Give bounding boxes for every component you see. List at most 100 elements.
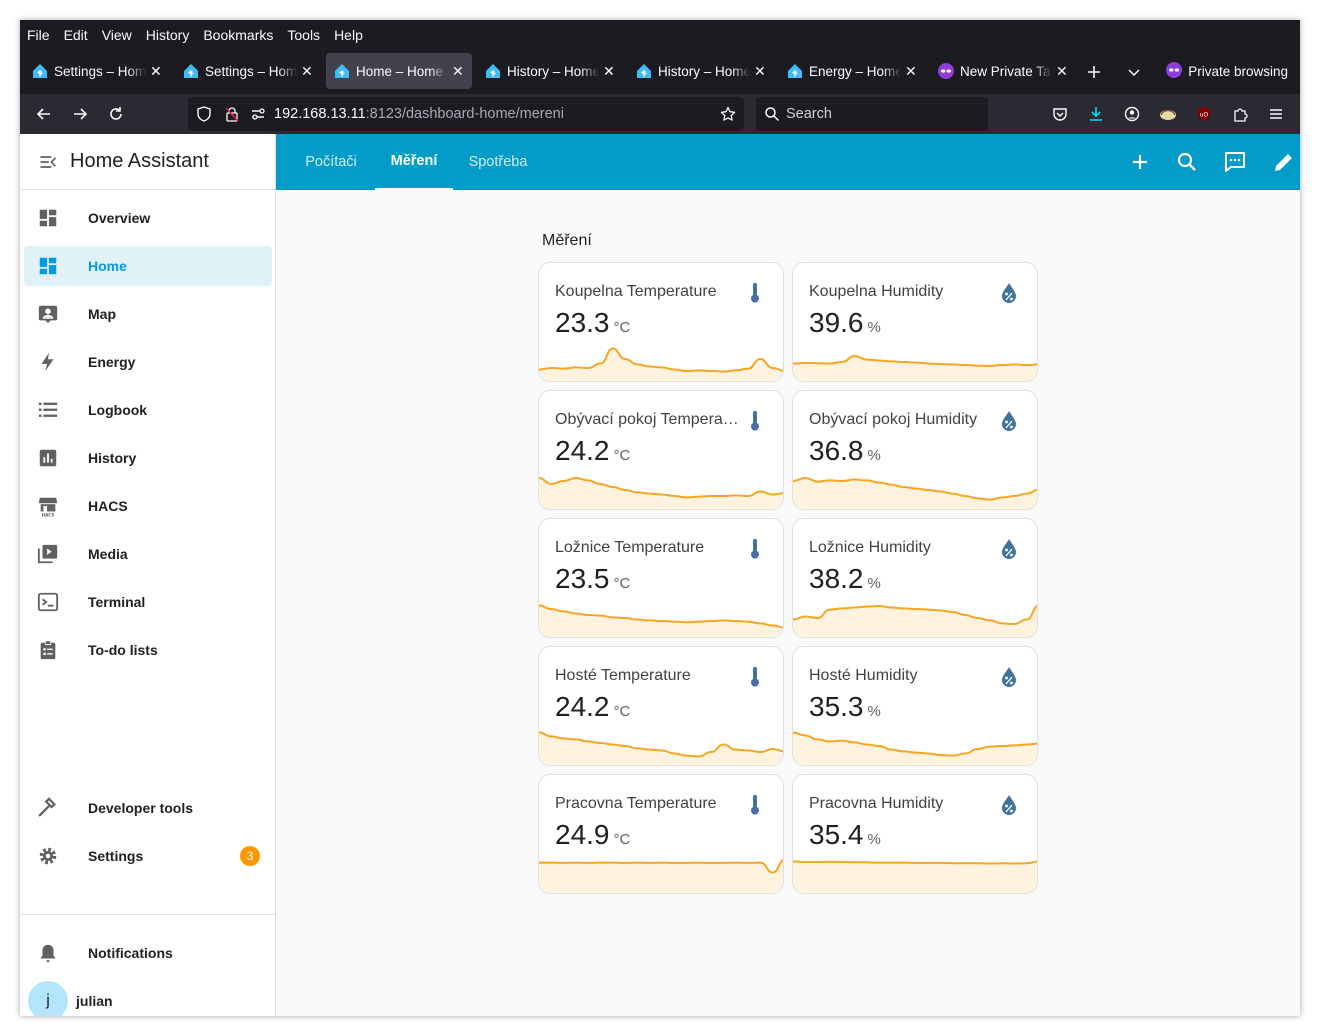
sensor-card-value: 38.2% bbox=[809, 563, 881, 595]
tab-list-chevron-down-icon[interactable] bbox=[1122, 60, 1146, 84]
sensor-history-graph bbox=[539, 604, 783, 637]
menu-tools[interactable]: Tools bbox=[287, 27, 321, 43]
sparkline-line bbox=[539, 604, 783, 629]
water-percent-icon bbox=[997, 793, 1021, 817]
url-path: :8123/dashboard-home/mereni bbox=[365, 106, 564, 122]
sparkline-line bbox=[539, 859, 783, 874]
menu-bookmarks[interactable]: Bookmarks bbox=[203, 27, 274, 43]
browser-tab[interactable]: Settings – Home Assistant✕ bbox=[24, 53, 170, 89]
menu-history[interactable]: History bbox=[145, 27, 190, 43]
close-icon[interactable]: ✕ bbox=[905, 62, 917, 79]
search-icon[interactable] bbox=[1175, 150, 1199, 174]
media-icon bbox=[36, 542, 60, 566]
sidebar-item-home[interactable]: Home bbox=[24, 246, 272, 286]
downloads-icon[interactable] bbox=[1084, 102, 1108, 126]
settings-badge: 3 bbox=[240, 846, 260, 866]
reload-icon[interactable] bbox=[104, 102, 128, 126]
sensor-card[interactable]: Obývací pokoj Humidity 36.8% bbox=[792, 390, 1038, 510]
sidebar-item-hacs[interactable]: HACS HACS bbox=[24, 486, 272, 526]
insecure-lock-icon[interactable] bbox=[224, 106, 240, 122]
bookmark-star-icon[interactable] bbox=[720, 106, 736, 122]
sensor-card[interactable]: Koupelna Temperature 23.3 °C bbox=[538, 262, 784, 382]
url-text[interactable]: 192.168.13.11:8123/dashboard-home/mereni bbox=[274, 106, 564, 122]
private-browsing-indicator: Private browsing bbox=[1166, 62, 1288, 81]
tab-title: History – Home Assistant bbox=[658, 63, 750, 79]
menu-collapse-icon[interactable] bbox=[36, 150, 60, 174]
pocket-icon[interactable] bbox=[1048, 102, 1072, 126]
browser-tab[interactable]: Energy – Home Assistant✕ bbox=[779, 53, 925, 89]
tab-spotreba[interactable]: Spotřeba bbox=[468, 154, 528, 170]
tab-mereni[interactable]: Měření bbox=[375, 134, 453, 190]
browser-tab[interactable]: History – Home Assistant✕ bbox=[628, 53, 774, 89]
search-bar[interactable]: Search bbox=[756, 97, 988, 131]
close-icon[interactable]: ✕ bbox=[150, 62, 162, 79]
sensor-value: 24.2 bbox=[555, 435, 610, 466]
extension-cookie-icon[interactable] bbox=[1156, 102, 1180, 126]
sensor-card[interactable]: Ložnice Temperature 23.5 °C bbox=[538, 518, 784, 638]
sensor-card[interactable]: Hosté Temperature 24.2 °C bbox=[538, 646, 784, 766]
close-icon[interactable]: ✕ bbox=[452, 62, 464, 79]
sidebar-item-settings[interactable]: Settings 3 bbox=[24, 836, 272, 876]
tab-pocitaci[interactable]: Počítači bbox=[305, 154, 357, 170]
close-icon[interactable]: ✕ bbox=[754, 62, 766, 79]
new-tab-icon[interactable] bbox=[1082, 60, 1106, 84]
sensor-card[interactable]: Pracovna Humidity 35.4% bbox=[792, 774, 1038, 894]
sensor-history-graph bbox=[539, 859, 783, 893]
pencil-edit-icon[interactable] bbox=[1272, 150, 1296, 174]
sensor-card[interactable]: Hosté Humidity 35.3% bbox=[792, 646, 1038, 766]
sensor-card-name: Hosté Temperature bbox=[555, 667, 691, 684]
hamburger-menu-icon[interactable] bbox=[1264, 102, 1288, 126]
close-icon[interactable]: ✕ bbox=[1056, 62, 1068, 79]
browser-tab[interactable]: New Private Tab ✕ bbox=[930, 53, 1076, 89]
menu-view[interactable]: View bbox=[101, 27, 132, 43]
sparkline-line bbox=[539, 476, 783, 499]
dashboard-toolbar: Počítači Měření Spotřeba bbox=[276, 134, 1300, 190]
sidebar-item-to-do-lists[interactable]: To-do lists bbox=[24, 630, 272, 670]
browser-tab[interactable]: History – Home Assistant✕ bbox=[477, 53, 623, 89]
add-icon[interactable] bbox=[1128, 150, 1152, 174]
shield-icon[interactable] bbox=[196, 106, 212, 122]
url-bar[interactable]: 192.168.13.11:8123/dashboard-home/mereni bbox=[188, 97, 744, 131]
list-icon bbox=[36, 398, 60, 422]
private-tab-icon bbox=[938, 63, 954, 79]
sidebar-title: Home Assistant bbox=[70, 150, 209, 172]
lightning-icon bbox=[36, 350, 60, 374]
sensor-card[interactable]: Ložnice Humidity 38.2% bbox=[792, 518, 1038, 638]
browser-tab[interactable]: Settings – Home Assistant✕ bbox=[175, 53, 321, 89]
sensor-value: 23.3 bbox=[555, 307, 610, 338]
browser-window: File Edit View History Bookmarks Tools H… bbox=[20, 20, 1300, 1016]
sidebar-item-user-profile[interactable]: j julian bbox=[24, 981, 272, 1016]
close-icon[interactable]: ✕ bbox=[603, 62, 615, 79]
sensor-value: 24.2 bbox=[555, 691, 610, 722]
sidebar-item-terminal[interactable]: Terminal bbox=[24, 582, 272, 622]
sensor-card[interactable]: Koupelna Humidity 39.6% bbox=[792, 262, 1038, 382]
sidebar-item-overview[interactable]: Overview bbox=[24, 198, 272, 238]
sensor-card[interactable]: Obývací pokoj Temperature 24.2 °C bbox=[538, 390, 784, 510]
back-arrow-icon[interactable] bbox=[32, 102, 56, 126]
sensor-card[interactable]: Pracovna Temperature 24.9 °C bbox=[538, 774, 784, 894]
forward-arrow-icon[interactable] bbox=[68, 102, 92, 126]
menu-help[interactable]: Help bbox=[334, 27, 363, 43]
assist-message-icon[interactable] bbox=[1223, 150, 1247, 174]
close-icon[interactable]: ✕ bbox=[301, 62, 313, 79]
sidebar-item-media[interactable]: Media bbox=[24, 534, 272, 574]
sparkline-line bbox=[793, 731, 1037, 757]
ublock-origin-icon[interactable]: uO bbox=[1192, 102, 1216, 126]
account-icon[interactable] bbox=[1120, 102, 1144, 126]
sensor-card-value: 35.3% bbox=[809, 691, 881, 723]
sidebar-item-developer-tools[interactable]: Developer tools bbox=[24, 788, 272, 828]
sidebar-item-map[interactable]: Map bbox=[24, 294, 272, 334]
sidebar-item-logbook[interactable]: Logbook bbox=[24, 390, 272, 430]
sidebar-item-history[interactable]: History bbox=[24, 438, 272, 478]
menu-edit[interactable]: Edit bbox=[63, 27, 88, 43]
sidebar-item-label: Terminal bbox=[88, 594, 146, 610]
browser-tab[interactable]: Home – Home Assistant✕ bbox=[326, 53, 472, 89]
sidebar-item-energy[interactable]: Energy bbox=[24, 342, 272, 382]
menu-file[interactable]: File bbox=[27, 27, 50, 43]
extensions-puzzle-icon[interactable] bbox=[1228, 102, 1252, 126]
sidebar: Home Assistant Overview Home Map Energy Logb… bbox=[20, 134, 276, 1016]
home-assistant-favicon-icon bbox=[787, 63, 803, 79]
sidebar-item-label: Notifications bbox=[88, 945, 173, 961]
sidebar-item-notifications[interactable]: Notifications bbox=[24, 933, 272, 973]
permissions-icon[interactable] bbox=[250, 106, 266, 122]
